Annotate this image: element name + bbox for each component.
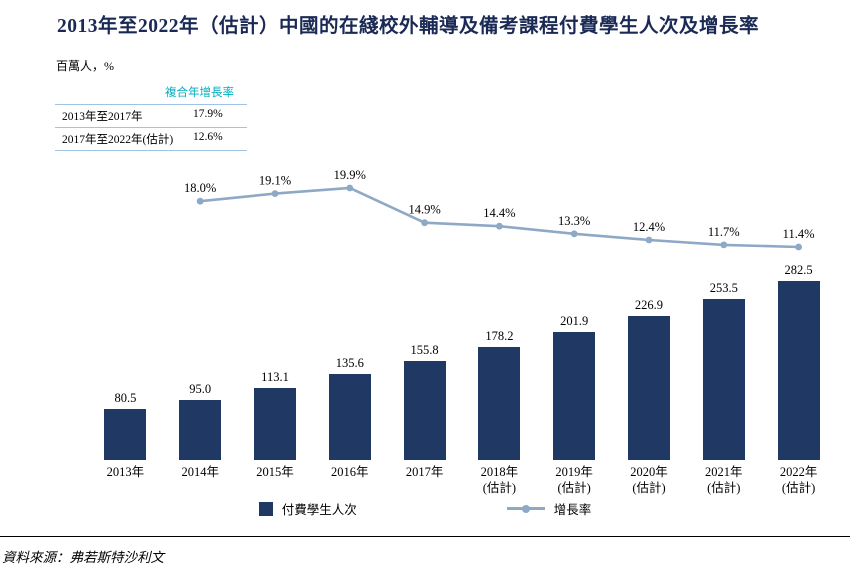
category-label: 2021年 (估計) [705, 465, 743, 496]
source-text: 資料來源：弗若斯特沙利文 [2, 550, 164, 565]
units-label: 百萬人，% [56, 59, 114, 73]
bar-column: 95.0 [163, 170, 238, 460]
legend-line-label: 增長率 [553, 503, 592, 517]
chart-legend: 付費學生人次 增長率 [0, 499, 850, 518]
cagr-row-label: 2017年至2022年(估計) [62, 134, 174, 146]
bar-value-label: 226.9 [634, 297, 664, 312]
bar-value-label: 282.5 [784, 262, 813, 277]
category-axis: 2013年 2014年 2015年 2016年 2017年 2018年 (估計) 2019年(… [88, 464, 836, 497]
cagr-row-value: 17.9% [193, 108, 223, 120]
bar-value-label: 95.0 [189, 381, 212, 396]
bar [777, 280, 820, 460]
line-marker-icon [521, 504, 530, 513]
bar-column: 253.5 [686, 170, 761, 460]
bar-column: 178.2 [462, 170, 537, 460]
cagr-table: 複合年增長率 2013年至2017年 17.9% 2017年至2022年(估計)… [55, 84, 247, 151]
line-series-swatch-icon [506, 504, 545, 513]
cagr-row-value: 12.6% [193, 131, 223, 143]
bar-value-label: 135.6 [335, 355, 364, 370]
bar [478, 346, 521, 460]
category-label: 2017年 [405, 465, 444, 479]
cagr-row: 2017年至2022年(估計) 12.6% [55, 127, 247, 150]
bar-column: 80.5 [88, 170, 163, 460]
chart-title: 2013年至2022年（估計）中國的在綫校外輔導及備考課程付費學生人次及增長率 [57, 16, 760, 37]
bar-value-label: 80.5 [114, 390, 137, 405]
bar [627, 315, 670, 460]
bar-column: 135.6 [312, 170, 387, 460]
bar-column: 113.1 [238, 170, 313, 460]
source-divider [0, 536, 850, 537]
category-label: 2019年 (估計) [555, 465, 593, 496]
bar [179, 399, 222, 460]
bar [328, 373, 371, 460]
category-label: 2020年 (估計) [630, 465, 668, 496]
bar-value-label: 253.5 [709, 281, 738, 295]
bar-column: 155.8 [387, 170, 462, 460]
category-label: 2022年 (估計) [779, 465, 818, 496]
legend-item-bar: 付費學生人次 [258, 499, 357, 518]
cagr-row: 2013年至2017年 17.9% [55, 104, 247, 127]
category-label: 2013年 [106, 465, 145, 479]
category-label: 2018年 (估計) [480, 465, 519, 496]
category-label: 2016年 [331, 465, 369, 479]
bar [553, 331, 596, 460]
bar [104, 408, 147, 460]
bar-column: 282.5 [761, 170, 836, 460]
bar-value-label: 113.1 [261, 370, 289, 385]
bar-plot-area: 80.5 95.0 113.1 135.6 155.8 178.2 201.9 226.9 25… [88, 170, 836, 460]
bar-column: 226.9 [612, 170, 687, 460]
cagr-row-label: 2013年至2017年 [62, 111, 143, 123]
legend-bar-label: 付費學生人次 [281, 503, 357, 517]
bar [702, 299, 745, 460]
category-label: 2014年 [181, 465, 219, 479]
bar-column: 201.9 [537, 170, 612, 460]
bar-value-label: 178.2 [485, 328, 514, 343]
bar-value-label: 155.8 [410, 343, 439, 358]
legend-item-line: 增長率 [506, 499, 592, 518]
cagr-table-body: 2013年至2017年 17.9% 2017年至2022年(估計) 12.6% [55, 104, 247, 151]
bar [253, 388, 296, 460]
cagr-table-header: 複合年增長率 [165, 87, 234, 99]
bar-series-swatch-icon [258, 501, 273, 516]
bar-value-label: 201.9 [560, 313, 589, 328]
bar [403, 361, 446, 460]
category-label: 2015年 [256, 465, 294, 479]
